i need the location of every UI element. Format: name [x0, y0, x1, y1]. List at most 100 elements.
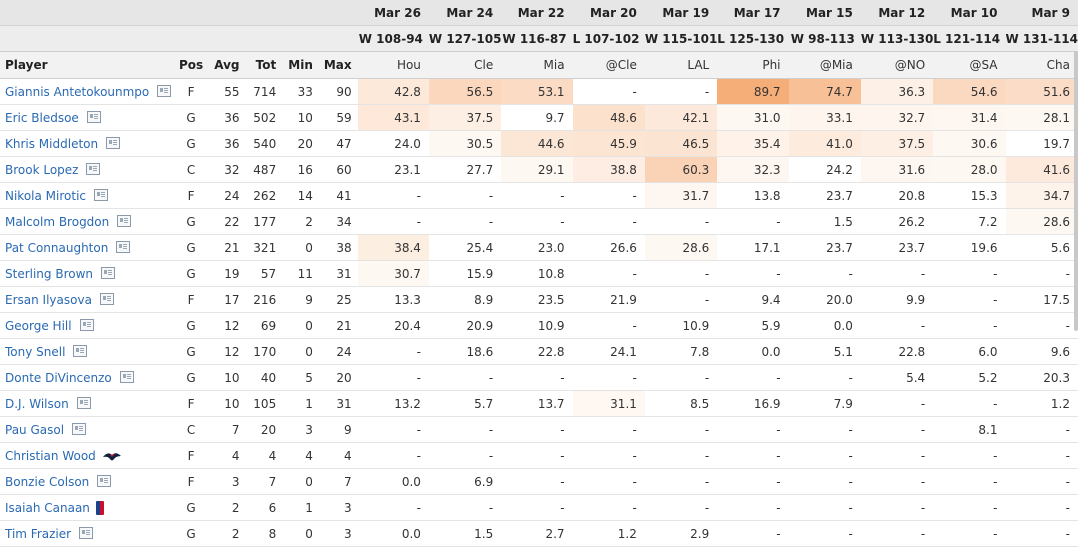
player-name-link[interactable]: Sterling Brown [5, 266, 94, 281]
game-result-header[interactable]: W 131-114 [1005, 25, 1078, 52]
player-name-link[interactable]: Christian Wood [5, 448, 96, 463]
fantasy-points-cell: - [572, 78, 645, 105]
avg-column-header[interactable]: Avg [208, 51, 246, 79]
game-opponent-header[interactable]: Hou [357, 51, 429, 79]
player-max: 20 [318, 364, 358, 391]
fantasy-points-cell: 44.6 [501, 130, 573, 157]
game-date-header[interactable]: Mar 24 [428, 0, 502, 26]
game-opponent-header[interactable]: @Cle [572, 51, 645, 79]
player-name-link[interactable]: Giannis Antetokounmpo [5, 84, 150, 99]
player-name-link[interactable]: Ersan Ilyasova [5, 292, 92, 307]
game-result-header[interactable]: W 98-113 [788, 25, 861, 52]
fantasy-points-cell: - [860, 260, 934, 287]
game-result-header[interactable]: L 121-114 [933, 25, 1006, 52]
player-card-icon[interactable] [97, 474, 112, 487]
player-card-icon[interactable] [86, 110, 101, 123]
player-card-icon[interactable] [76, 396, 91, 409]
player-name-link[interactable]: Pau Gasol [5, 422, 65, 437]
player-card-icon[interactable] [94, 188, 109, 201]
player-name-link[interactable]: Khris Middleton [5, 136, 99, 151]
player-name-link[interactable]: Malcolm Brogdon [5, 214, 110, 229]
tot-column-header[interactable]: Tot [245, 51, 283, 79]
game-date-header[interactable]: Mar 22 [501, 0, 573, 26]
player-card-icon[interactable] [101, 266, 116, 279]
game-opponent-header[interactable]: @Mia [788, 51, 861, 79]
fantasy-points-cell: 28.1 [1005, 104, 1078, 131]
game-date-header[interactable]: Mar 20 [572, 0, 645, 26]
player-card-icon[interactable] [72, 422, 87, 435]
fantasy-points-cell: 0.0 [717, 338, 789, 365]
fantasy-points-cell: - [572, 494, 645, 521]
pos-column-header[interactable]: Pos [173, 51, 209, 79]
player-column-header[interactable]: Player [0, 51, 174, 79]
fantasy-points-cell: - [644, 468, 718, 495]
min-column-header[interactable]: Min [282, 51, 319, 79]
player-name-link[interactable]: Donte DiVincenzo [5, 370, 112, 385]
player-name-link[interactable]: Brook Lopez [5, 162, 79, 177]
player-card-icon[interactable] [86, 162, 101, 175]
player-name-link[interactable]: Tony Snell [5, 344, 66, 359]
game-opponent-header[interactable]: Cle [428, 51, 502, 79]
game-date-header[interactable]: Mar 12 [860, 0, 934, 26]
game-date-header[interactable]: Mar 26 [357, 0, 429, 26]
player-card-icon[interactable] [106, 136, 121, 149]
game-opponent-header[interactable]: Cha [1005, 51, 1078, 79]
player-min: 0 [282, 338, 319, 365]
player-name-link[interactable]: Bonzie Colson [5, 474, 90, 489]
game-result-header[interactable]: W 113-130 [860, 25, 934, 52]
fantasy-points-cell: 5.7 [428, 390, 502, 417]
fantasy-points-cell: - [644, 286, 718, 313]
game-opponent-header[interactable]: LAL [644, 51, 718, 79]
game-opponent-header[interactable]: Mia [501, 51, 573, 79]
fantasy-points-cell: 43.1 [357, 104, 429, 131]
player-name-link[interactable]: Nikola Mirotic [5, 188, 87, 203]
fantasy-points-cell: 27.7 [428, 156, 502, 183]
game-result-header[interactable]: W 116-87 [501, 25, 573, 52]
player-name-link[interactable]: George Hill [5, 318, 72, 333]
player-cell: Tim Frazier [0, 520, 174, 547]
player-card-icon[interactable] [73, 344, 88, 357]
player-max: 4 [318, 442, 358, 469]
game-date-header[interactable]: Mar 10 [933, 0, 1006, 26]
player-card-icon[interactable] [116, 240, 131, 253]
player-pos: F [173, 286, 209, 313]
game-date-header[interactable]: Mar 9 [1005, 0, 1078, 26]
game-opponent-header[interactable]: @NO [860, 51, 934, 79]
player-card-icon[interactable] [157, 84, 172, 97]
game-result-header[interactable]: W 115-101 [644, 25, 718, 52]
player-max: 7 [318, 468, 358, 495]
vertical-scrollbar[interactable] [1074, 51, 1078, 331]
fantasy-points-cell: 31.7 [644, 182, 718, 209]
game-date-header[interactable]: Mar 17 [717, 0, 789, 26]
game-date-header[interactable]: Mar 15 [788, 0, 861, 26]
fantasy-points-cell: 6.0 [933, 338, 1006, 365]
fantasy-points-cell: 8.1 [933, 416, 1006, 443]
game-result-header[interactable]: L 107-102 [572, 25, 645, 52]
player-card-icon[interactable] [79, 318, 94, 331]
player-name-link[interactable]: Tim Frazier [5, 526, 72, 541]
player-name-link[interactable]: Pat Connaughton [5, 240, 109, 255]
fantasy-points-cell: 17.1 [717, 234, 789, 261]
player-min: 0 [282, 468, 319, 495]
fantasy-points-cell: 32.3 [717, 156, 789, 183]
player-name-link[interactable]: Isaiah Canaan [5, 500, 90, 515]
player-min: 10 [282, 104, 319, 131]
game-result-header[interactable]: L 125-130 [717, 25, 789, 52]
player-name-link[interactable]: D.J. Wilson [5, 396, 69, 411]
player-name-link[interactable]: Eric Bledsoe [5, 110, 79, 125]
player-row: Isaiah Canaan G 2 6 1 3- - - - - - - - - - [0, 494, 1078, 521]
game-result-header[interactable]: W 127-105 [428, 25, 502, 52]
game-opponent-header[interactable]: Phi [717, 51, 789, 79]
fantasy-points-cell: 25.4 [428, 234, 502, 261]
player-card-icon[interactable] [99, 292, 114, 305]
max-column-header[interactable]: Max [318, 51, 358, 79]
player-card-icon[interactable] [117, 214, 132, 227]
game-opponent-header[interactable]: @SA [933, 51, 1006, 79]
player-card-icon[interactable] [79, 526, 94, 539]
fantasy-points-cell: 37.5 [860, 130, 934, 157]
player-cell: Donte DiVincenzo [0, 364, 174, 391]
game-date-header[interactable]: Mar 19 [644, 0, 718, 26]
player-card-icon[interactable] [119, 370, 134, 383]
game-result-header[interactable]: W 108-94 [357, 25, 429, 52]
fantasy-points-cell: 89.7 [717, 78, 789, 105]
